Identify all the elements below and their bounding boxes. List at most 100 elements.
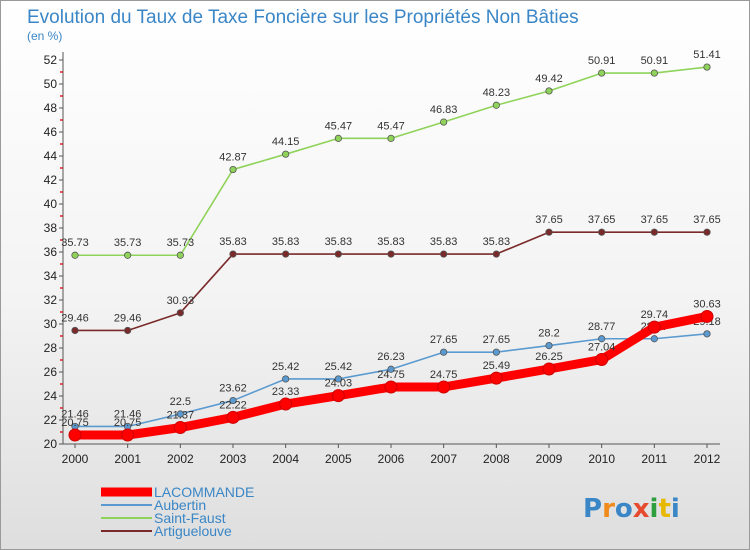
data-label: 35.73: [61, 237, 89, 249]
data-label: 37.65: [588, 214, 616, 226]
y-tick-label: 34: [44, 269, 58, 283]
data-point: [71, 326, 79, 335]
data-label: 24.03: [325, 378, 353, 390]
data-label: 29.46: [114, 312, 142, 324]
y-tick-label: 32: [44, 293, 58, 307]
y-tick-label: 28: [44, 341, 58, 355]
data-label: 25.42: [272, 361, 300, 373]
data-point: [384, 380, 398, 394]
data-label: 48.23: [483, 87, 511, 99]
data-point: [647, 320, 661, 334]
data-label: 24.75: [377, 369, 405, 381]
data-point: [121, 428, 135, 442]
data-point: [489, 371, 503, 385]
data-point: [334, 134, 342, 142]
data-point: [124, 326, 132, 335]
data-point: [598, 228, 606, 236]
data-point: [437, 380, 451, 394]
data-point: [703, 228, 711, 236]
data-label: 22.22: [219, 399, 247, 411]
data-label: 28.2: [538, 328, 559, 340]
data-point: [173, 421, 187, 435]
series-line-saint-faust: [74, 66, 708, 257]
data-point: [176, 251, 184, 259]
data-point: [650, 228, 658, 236]
x-tick-label: 2006: [378, 452, 405, 466]
data-point: [440, 348, 448, 356]
data-label: 21.46: [114, 408, 142, 420]
data-label: 30.93: [167, 295, 195, 307]
data-label: 44.15: [272, 136, 300, 148]
y-tick-label: 48: [44, 101, 58, 115]
data-label: 20.75: [114, 417, 142, 429]
data-point: [545, 87, 553, 95]
y-tick-label: 38: [44, 221, 58, 235]
data-label: 37.65: [693, 214, 721, 226]
x-tick-label: 2011: [641, 452, 667, 466]
data-point: [229, 165, 237, 174]
y-tick-label: 20: [44, 437, 58, 451]
data-label: 35.83: [377, 236, 405, 248]
legend-label: Artiguelouve: [154, 523, 232, 539]
data-point: [492, 348, 500, 356]
data-point: [440, 118, 448, 126]
data-label: 27.65: [430, 334, 458, 346]
data-label: 49.42: [535, 73, 563, 85]
data-label: 37.65: [641, 214, 669, 226]
x-tick-label: 2010: [588, 452, 615, 466]
data-label: 29.74: [641, 309, 669, 321]
data-point: [176, 309, 184, 317]
data-point: [598, 69, 606, 77]
y-tick-label: 30: [44, 317, 58, 331]
data-label: 45.47: [325, 120, 353, 132]
data-point: [595, 353, 609, 367]
data-label: 21.46: [61, 408, 89, 420]
data-point: [703, 330, 711, 338]
data-label: 42.87: [219, 152, 247, 164]
data-label: 20.75: [61, 417, 89, 429]
data-label: 35.73: [167, 237, 195, 249]
data-label: 25.49: [483, 360, 511, 372]
data-point: [176, 410, 184, 418]
data-point: [334, 250, 342, 258]
data-point: [387, 134, 395, 142]
data-label: 35.83: [325, 236, 353, 248]
y-tick-label: 46: [44, 125, 58, 139]
data-point: [650, 335, 658, 343]
data-point: [440, 250, 448, 258]
data-point: [279, 397, 293, 411]
data-label: 26.25: [535, 351, 563, 363]
y-tick-label: 52: [44, 53, 58, 67]
x-tick-label: 2007: [430, 452, 457, 466]
legend-label: Saint-Faust: [154, 510, 226, 526]
data-label: 23.33: [272, 386, 300, 398]
data-point: [331, 389, 345, 403]
legend-label: Aubertin: [154, 497, 206, 513]
data-point: [492, 250, 500, 258]
data-label: 46.83: [430, 104, 458, 116]
data-label: 28.77: [588, 321, 616, 333]
x-tick-label: 2001: [114, 452, 141, 466]
data-point: [545, 341, 553, 350]
data-point: [542, 362, 556, 376]
legend-label: LACOMMANDE: [154, 484, 254, 500]
data-point: [71, 251, 79, 259]
y-tick-label: 36: [44, 245, 58, 259]
data-label: 29.46: [61, 312, 89, 324]
data-label: 35.83: [219, 236, 247, 248]
data-point: [598, 335, 606, 343]
data-label: 50.91: [641, 55, 669, 67]
data-label: 27.04: [588, 342, 616, 354]
data-point: [282, 375, 290, 383]
x-tick-label: 2003: [220, 452, 247, 466]
x-tick-label: 2002: [167, 452, 194, 466]
data-label: 27.65: [483, 334, 511, 346]
data-label: 21.37: [167, 410, 195, 422]
data-point: [700, 309, 714, 323]
data-label: 35.73: [114, 237, 142, 249]
data-point: [124, 251, 132, 259]
data-point: [229, 250, 237, 258]
data-point: [650, 69, 658, 77]
